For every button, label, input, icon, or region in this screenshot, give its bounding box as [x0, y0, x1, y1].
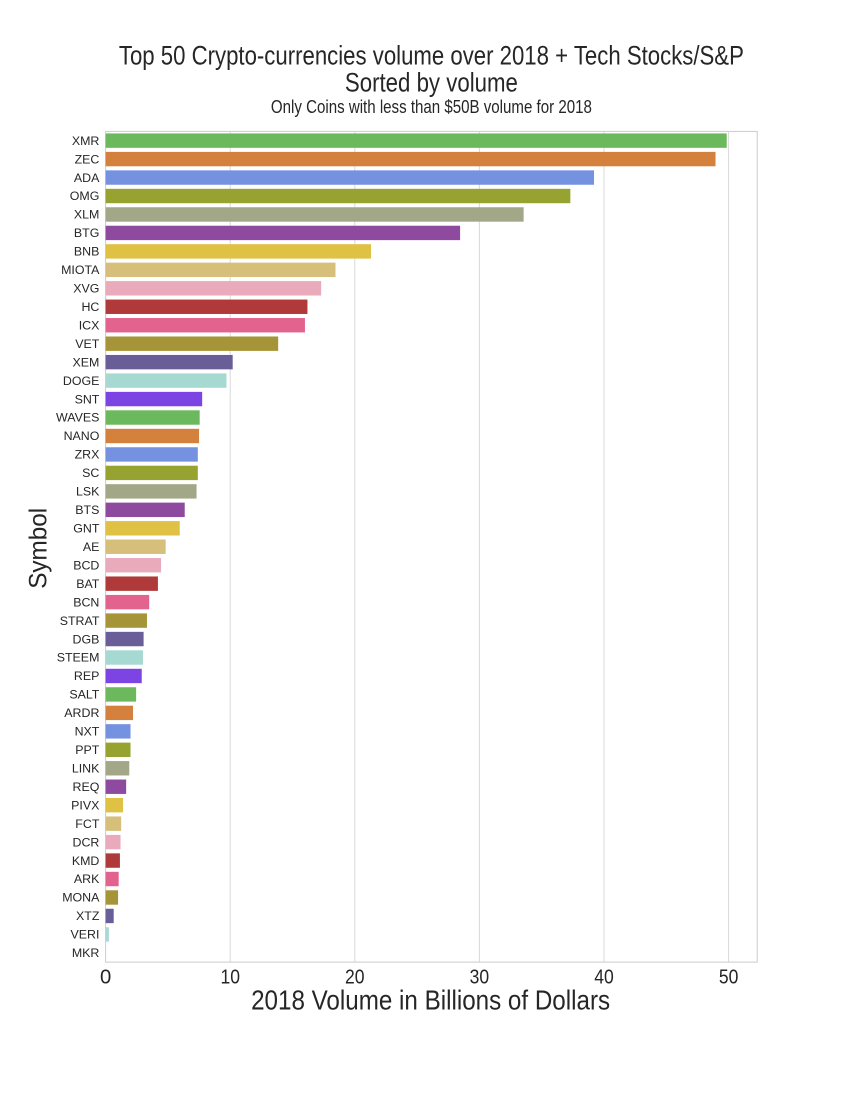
svg-text:VET: VET — [75, 337, 100, 351]
svg-text:PPT: PPT — [75, 743, 100, 757]
svg-text:MKR: MKR — [72, 946, 100, 960]
svg-text:DOGE: DOGE — [63, 374, 100, 388]
svg-text:SALT: SALT — [69, 688, 99, 702]
svg-text:AE: AE — [83, 540, 100, 554]
svg-text:NANO: NANO — [64, 429, 100, 443]
svg-text:40: 40 — [594, 966, 614, 988]
svg-text:VERI: VERI — [70, 928, 99, 942]
svg-text:LINK: LINK — [72, 761, 100, 775]
svg-text:ICX: ICX — [79, 318, 100, 332]
svg-text:SC: SC — [82, 466, 99, 480]
svg-text:MIOTA: MIOTA — [61, 263, 100, 277]
svg-text:DGB: DGB — [73, 632, 100, 646]
svg-text:REP: REP — [74, 669, 99, 683]
svg-text:REQ: REQ — [73, 780, 100, 794]
svg-text:NXT: NXT — [75, 725, 100, 739]
svg-text:20: 20 — [345, 966, 365, 988]
svg-text:50: 50 — [719, 966, 739, 988]
svg-text:Top 50 Crypto-currencies volum: Top 50 Crypto-currencies volume over 201… — [119, 40, 744, 70]
svg-text:XTZ: XTZ — [76, 909, 100, 923]
svg-text:BCD: BCD — [73, 558, 99, 572]
svg-text:XVG: XVG — [73, 282, 99, 296]
svg-text:BAT: BAT — [76, 577, 100, 591]
svg-text:ZEC: ZEC — [75, 152, 100, 166]
svg-text:XEM: XEM — [73, 355, 100, 369]
svg-text:ARDR: ARDR — [64, 706, 99, 720]
svg-text:STRAT: STRAT — [60, 614, 100, 628]
svg-text:WAVES: WAVES — [56, 411, 99, 425]
svg-text:LSK: LSK — [76, 485, 100, 499]
svg-text:GNT: GNT — [73, 521, 100, 535]
svg-text:Only Coins with less than $50B: Only Coins with less than $50B volume fo… — [271, 96, 592, 117]
svg-text:10: 10 — [220, 966, 240, 988]
svg-text:ADA: ADA — [74, 171, 100, 185]
svg-text:Sorted by volume: Sorted by volume — [345, 67, 518, 97]
svg-text:SNT: SNT — [75, 392, 100, 406]
svg-text:STEEM: STEEM — [57, 651, 100, 665]
svg-text:BCN: BCN — [73, 595, 99, 609]
svg-text:DCR: DCR — [73, 835, 100, 849]
svg-text:PIVX: PIVX — [71, 798, 99, 812]
svg-text:30: 30 — [470, 966, 490, 988]
svg-text:2018 Volume in Billions of Dol: 2018 Volume in Billions of Dollars — [251, 985, 610, 1016]
svg-text:XMR: XMR — [72, 134, 100, 148]
svg-text:BTS: BTS — [75, 503, 99, 517]
svg-text:BTG: BTG — [74, 226, 99, 240]
svg-text:HC: HC — [81, 300, 99, 314]
svg-text:KMD: KMD — [72, 854, 100, 868]
svg-text:BNB: BNB — [74, 245, 99, 259]
svg-text:ARK: ARK — [74, 872, 100, 886]
svg-text:ZRX: ZRX — [75, 448, 100, 462]
svg-text:MONA: MONA — [62, 891, 100, 905]
svg-text:OMG: OMG — [70, 189, 100, 203]
svg-text:0: 0 — [100, 966, 111, 988]
svg-text:Symbol: Symbol — [24, 508, 52, 589]
svg-text:XLM: XLM — [74, 208, 99, 222]
svg-text:FCT: FCT — [75, 817, 100, 831]
